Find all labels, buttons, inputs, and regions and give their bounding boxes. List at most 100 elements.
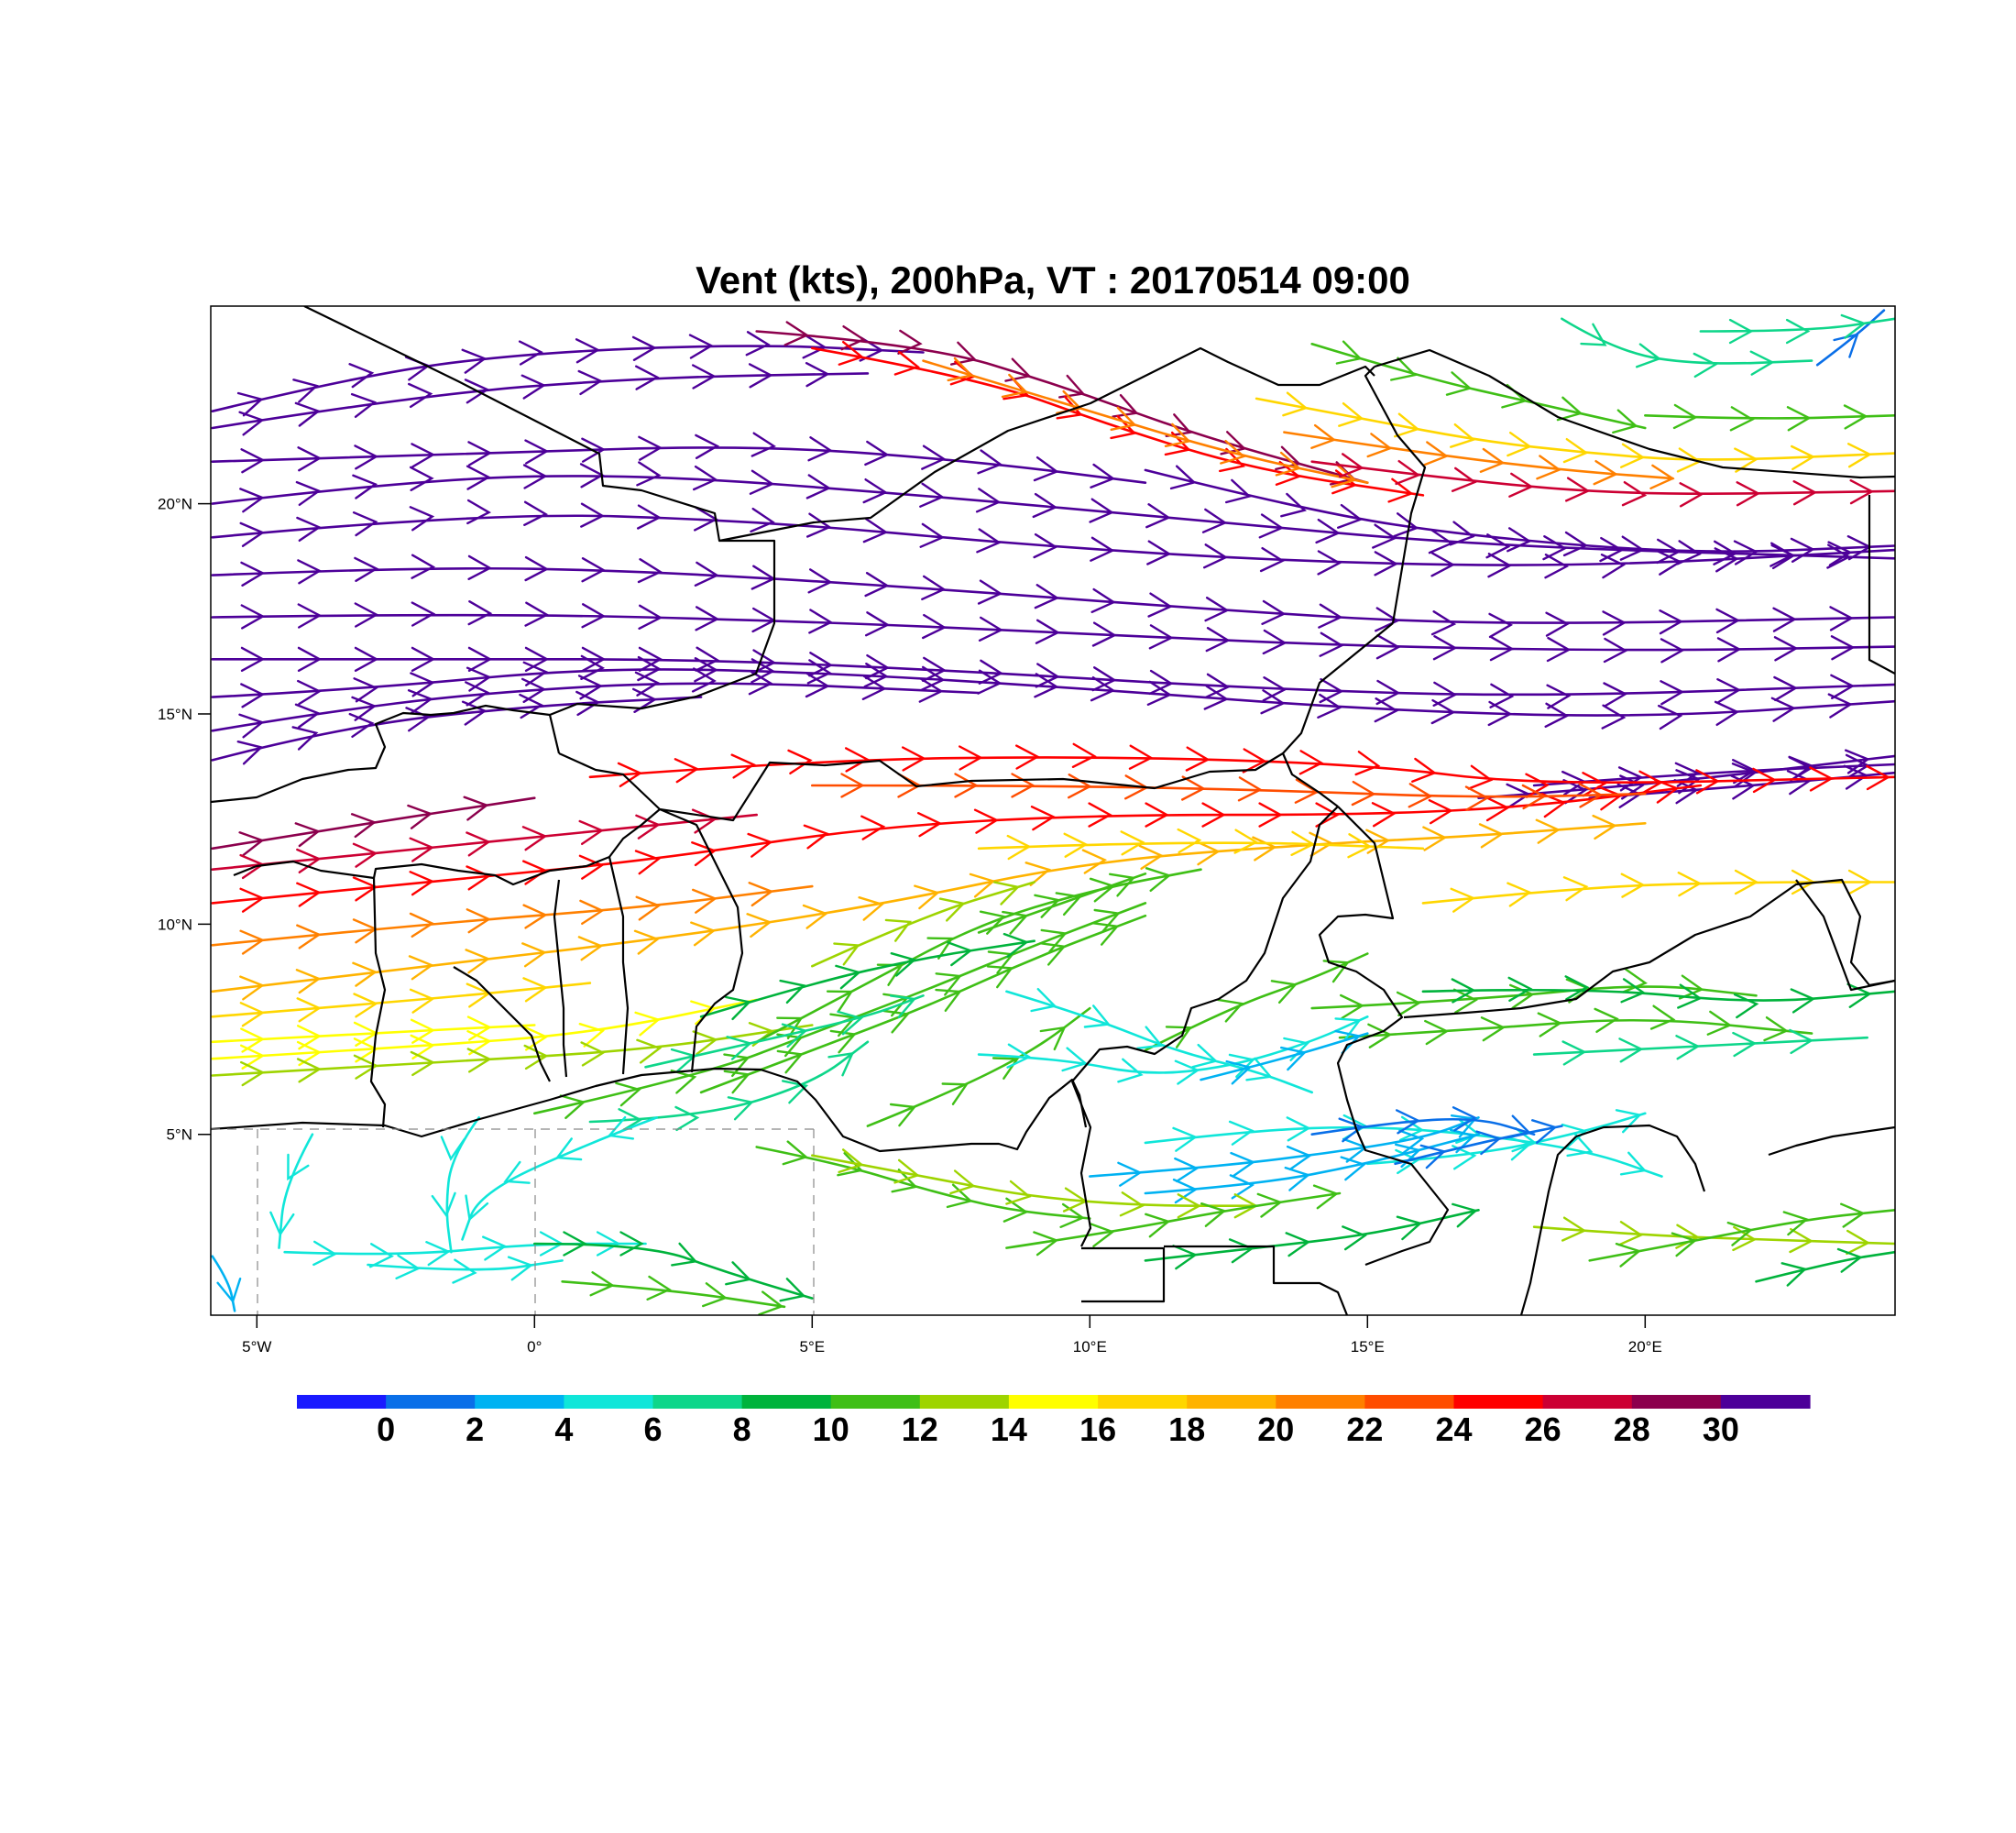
wind-arrow xyxy=(1286,1116,1311,1142)
wind-arrow xyxy=(1693,352,1718,379)
streamline-23 xyxy=(211,884,814,947)
wind-arrow xyxy=(922,613,947,640)
wind-arrow xyxy=(1164,423,1191,447)
wind-arrow xyxy=(352,511,378,537)
wind-arrow xyxy=(1752,767,1777,794)
lon-tick-label: 5°W xyxy=(242,1338,271,1356)
wind-arrow xyxy=(726,1036,753,1060)
wind-arrow xyxy=(635,814,661,840)
wind-arrow xyxy=(287,1153,310,1181)
wind-arrow xyxy=(1537,1012,1562,1037)
wind-arrow xyxy=(1024,862,1052,886)
wind-arrow xyxy=(240,1027,266,1053)
wind-arrow xyxy=(1602,610,1627,636)
wind-arrow xyxy=(1056,395,1083,420)
streamline-61 xyxy=(533,1242,814,1300)
wind-arrow xyxy=(425,1241,451,1267)
wind-arrow xyxy=(1181,775,1206,801)
wind-arrow xyxy=(559,1094,586,1119)
streamline-65 xyxy=(1005,1191,1342,1249)
streamline-26 xyxy=(977,841,1425,851)
wind-arrow xyxy=(1621,481,1648,507)
wind-arrow xyxy=(1594,1007,1619,1033)
wind-arrow xyxy=(690,921,717,947)
wind-arrow xyxy=(802,904,828,929)
wind-arrow xyxy=(1172,1178,1199,1204)
wind-arrow xyxy=(1174,1059,1200,1085)
wind-arrow xyxy=(635,365,660,390)
wind-arrow xyxy=(1763,1016,1789,1042)
wind-arrow xyxy=(1030,806,1056,831)
wind-arrow xyxy=(1773,675,1799,702)
wind-arrow xyxy=(694,561,719,587)
border-nigeria-cameroon xyxy=(1071,806,1339,1082)
wind-arrow xyxy=(1089,1223,1115,1247)
wind-arrow xyxy=(922,656,947,682)
wind-arrow xyxy=(1172,1245,1198,1270)
wind-arrow xyxy=(781,1023,808,1048)
wind-arrow xyxy=(1338,1117,1364,1143)
wind-arrow xyxy=(751,432,777,457)
colorbar-segment xyxy=(1187,1395,1276,1409)
wind-arrow xyxy=(1347,833,1373,859)
wind-arrow xyxy=(954,773,979,798)
wind-arrow xyxy=(580,654,606,680)
wind-arrow xyxy=(782,1140,809,1166)
wind-arrow xyxy=(518,340,543,366)
wind-arrow xyxy=(695,646,720,672)
wind-arrow xyxy=(1147,592,1173,618)
wind-arrow xyxy=(845,747,870,773)
colorbar-segment xyxy=(652,1395,743,1409)
wind-arrow xyxy=(1006,1043,1032,1069)
wind-arrow xyxy=(802,334,827,359)
wind-arrow xyxy=(581,557,607,583)
wind-arrow xyxy=(1715,608,1741,634)
wind-arrow xyxy=(1340,993,1365,1020)
wind-arrow xyxy=(524,555,550,582)
colorbar-segment xyxy=(1098,1395,1188,1409)
wind-arrow xyxy=(312,1240,338,1267)
chart-title: Vent (kts), 200hPa, VT : 20170514 09:00 xyxy=(696,258,1410,302)
border-sudan-car xyxy=(1768,1125,1895,1157)
colorbar-segment xyxy=(1542,1395,1633,1409)
wind-arrow xyxy=(1480,1016,1507,1042)
wind-arrow xyxy=(1396,991,1422,1016)
wind-arrow xyxy=(1827,693,1853,719)
wind-arrow xyxy=(440,1136,466,1161)
colorbar-segment xyxy=(919,1395,1010,1409)
wind-arrow xyxy=(889,994,917,1018)
wind-arrow xyxy=(1847,443,1873,468)
wind-arrow xyxy=(348,363,375,389)
streamline-6 xyxy=(211,475,1895,560)
wind-arrow xyxy=(1256,1192,1283,1218)
wind-arrow xyxy=(1656,538,1682,565)
colorbar-label: 26 xyxy=(1525,1410,1561,1448)
wind-arrow xyxy=(1039,942,1067,966)
wind-arrow xyxy=(1706,1010,1733,1036)
streamline-39 xyxy=(866,1006,1091,1127)
wind-arrow xyxy=(808,652,834,677)
wind-arrow xyxy=(1791,445,1816,471)
border-drc-west xyxy=(1519,1136,1577,1315)
wind-arrow xyxy=(1342,1137,1368,1163)
wind-arrow xyxy=(805,474,832,499)
wind-arrow xyxy=(919,482,945,508)
wind-arrow xyxy=(354,646,379,672)
wind-arrow xyxy=(691,667,717,693)
wind-arrow xyxy=(1423,441,1449,466)
wind-arrow xyxy=(1393,512,1419,538)
wind-arrow xyxy=(1487,700,1513,727)
wind-arrow xyxy=(1729,406,1755,432)
wind-arrow xyxy=(1450,887,1476,913)
wind-arrow xyxy=(1809,766,1835,792)
wind-arrow xyxy=(294,822,321,848)
wind-arrow xyxy=(216,1278,242,1304)
wind-arrow xyxy=(1546,636,1572,663)
wind-arrow xyxy=(1789,1227,1814,1254)
wind-arrow xyxy=(1786,406,1812,432)
wind-arrow xyxy=(1677,872,1703,897)
wind-arrow xyxy=(695,606,720,631)
coastline-gulf-of-guinea xyxy=(211,1067,1088,1153)
wind-arrow xyxy=(407,689,433,715)
